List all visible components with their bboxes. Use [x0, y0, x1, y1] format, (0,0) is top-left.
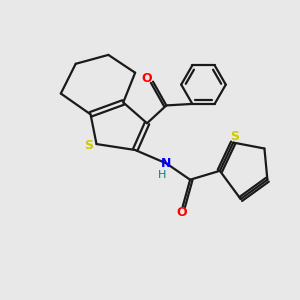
Text: S: S	[84, 139, 93, 152]
Text: H: H	[158, 170, 167, 180]
Text: S: S	[230, 130, 239, 142]
Text: O: O	[141, 72, 152, 85]
Text: N: N	[161, 157, 172, 170]
Text: O: O	[176, 206, 187, 219]
